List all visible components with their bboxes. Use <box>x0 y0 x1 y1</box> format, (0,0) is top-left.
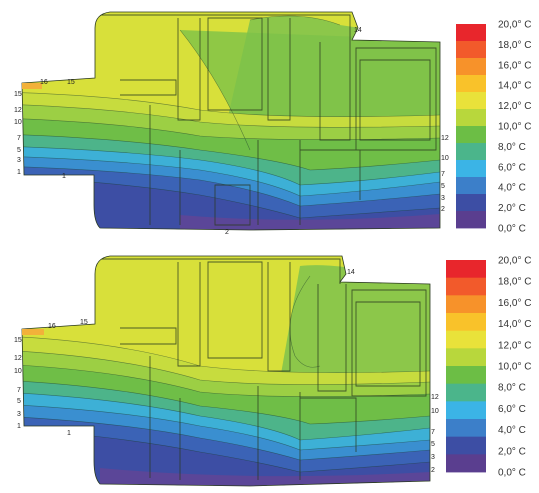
legend-swatch <box>456 92 486 110</box>
legend-swatch <box>446 260 486 279</box>
legend-label: 14,0° C <box>498 319 531 330</box>
iso-label: 1 <box>17 423 21 430</box>
iso-label: 7 <box>17 135 21 142</box>
legend-swatch <box>446 277 486 296</box>
legend-swatch <box>456 211 486 229</box>
iso-label: 2 <box>431 467 435 474</box>
legend-swatch <box>456 177 486 195</box>
temperature-field-top <box>22 12 440 230</box>
iso-label: 2 <box>441 206 445 213</box>
legend-swatch <box>446 295 486 314</box>
legend-swatch <box>446 313 486 332</box>
legend-swatch <box>446 419 486 438</box>
iso-label: 3 <box>17 411 21 418</box>
legend-label: 0,0° C <box>498 224 526 235</box>
legend-label: 4,0° C <box>498 425 526 436</box>
iso-label: 2 <box>225 229 229 236</box>
iso-label: 10 <box>14 119 22 126</box>
iso-label: 3 <box>441 195 445 202</box>
legend-label: 12,0° C <box>498 340 531 351</box>
thermal-panel-top: 16 15 15 12 10 7 5 3 1 1 14 12 10 7 5 3 … <box>0 0 539 246</box>
iso-label: 16 <box>48 323 56 330</box>
iso-label: 5 <box>17 398 21 405</box>
legend-swatch <box>456 126 486 144</box>
warm-surface-strip-top <box>22 83 42 89</box>
legend-label: 16,0° C <box>498 60 531 71</box>
iso-label: 1 <box>62 173 66 180</box>
legend-label: 0,0° C <box>498 468 526 479</box>
legend-swatch <box>446 436 486 455</box>
isotherm-diagram-top: 16 15 15 12 10 7 5 3 1 1 14 12 10 7 5 3 … <box>14 11 531 236</box>
iso-label: 15 <box>80 319 88 326</box>
temperature-legend-top: 20,0° C 18,0° C 16,0° C 14,0° C 12,0° C 10,0°… <box>456 20 531 235</box>
iso-label: 7 <box>17 387 21 394</box>
legend-label: 12,0° C <box>498 101 531 112</box>
iso-label: 12 <box>431 394 439 401</box>
legend-swatch <box>456 58 486 76</box>
iso-label: 14 <box>354 27 362 34</box>
iso-label: 7 <box>441 171 445 178</box>
legend-label: 2,0° C <box>498 203 526 214</box>
legend-label: 8,0° C <box>498 383 526 394</box>
iso-label: 5 <box>431 441 435 448</box>
iso-label: 10 <box>431 408 439 415</box>
legend-label: 6,0° C <box>498 404 526 415</box>
isotherm-labels-bottom: 16 15 15 12 10 7 5 3 1 1 14 12 10 7 5 3 … <box>14 269 439 474</box>
legend-label: 8,0° C <box>498 142 526 153</box>
legend-label: 2,0° C <box>498 446 526 457</box>
iso-label: 1 <box>17 169 21 176</box>
legend-label: 18,0° C <box>498 40 531 51</box>
legend-label: 18,0° C <box>498 277 531 288</box>
legend-swatch <box>456 24 486 42</box>
iso-label: 12 <box>441 135 449 142</box>
legend-label: 10,0° C <box>498 362 531 373</box>
legend-label: 20,0° C <box>498 20 531 31</box>
iso-label: 5 <box>17 147 21 154</box>
legend-label: 4,0° C <box>498 183 526 194</box>
legend-swatch <box>446 348 486 367</box>
legend-swatch <box>456 41 486 59</box>
iso-label: 15 <box>67 79 75 86</box>
legend-swatch <box>456 194 486 212</box>
iso-label: 14 <box>347 269 355 276</box>
legend-swatch <box>446 366 486 385</box>
legend-label: 14,0° C <box>498 81 531 92</box>
isotherm-diagram-bottom: 16 15 15 12 10 7 5 3 1 1 14 12 10 7 5 3 … <box>14 255 531 487</box>
legend-swatch <box>446 401 486 420</box>
iso-label: 3 <box>431 454 435 461</box>
temperature-legend-bottom: 20,0° C 18,0° C 16,0° C 14,0° C 12,0° C 10,0°… <box>446 256 531 479</box>
iso-label: 12 <box>14 355 22 362</box>
iso-label: 10 <box>441 155 449 162</box>
legend-swatch <box>446 383 486 402</box>
legend-label: 16,0° C <box>498 298 531 309</box>
legend-swatch <box>446 454 486 473</box>
profile-outline-bottom <box>21 255 431 487</box>
legend-swatch <box>456 160 486 178</box>
iso-label: 3 <box>17 157 21 164</box>
iso-label: 15 <box>14 337 22 344</box>
iso-label: 1 <box>67 430 71 437</box>
legend-swatch <box>456 143 486 161</box>
legend-swatch <box>456 75 486 93</box>
legend-label: 10,0° C <box>498 122 531 133</box>
legend-label: 20,0° C <box>498 256 531 267</box>
iso-label: 10 <box>14 368 22 375</box>
iso-label: 16 <box>40 79 48 86</box>
thermal-panel-bottom: 16 15 15 12 10 7 5 3 1 1 14 12 10 7 5 3 … <box>0 246 539 493</box>
legend-swatch <box>446 330 486 349</box>
profile-outline-top <box>21 11 441 231</box>
iso-label: 12 <box>14 107 22 114</box>
iso-label: 7 <box>431 429 435 436</box>
iso-label: 5 <box>441 183 445 190</box>
legend-swatch <box>456 109 486 127</box>
isotherm-labels-top: 16 15 15 12 10 7 5 3 1 1 14 12 10 7 5 3 … <box>14 27 449 236</box>
warm-surface-strip-bottom <box>22 329 44 335</box>
iso-label: 15 <box>14 91 22 98</box>
legend-label: 6,0° C <box>498 162 526 173</box>
